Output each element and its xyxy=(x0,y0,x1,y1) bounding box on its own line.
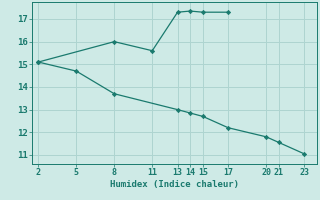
X-axis label: Humidex (Indice chaleur): Humidex (Indice chaleur) xyxy=(110,180,239,189)
